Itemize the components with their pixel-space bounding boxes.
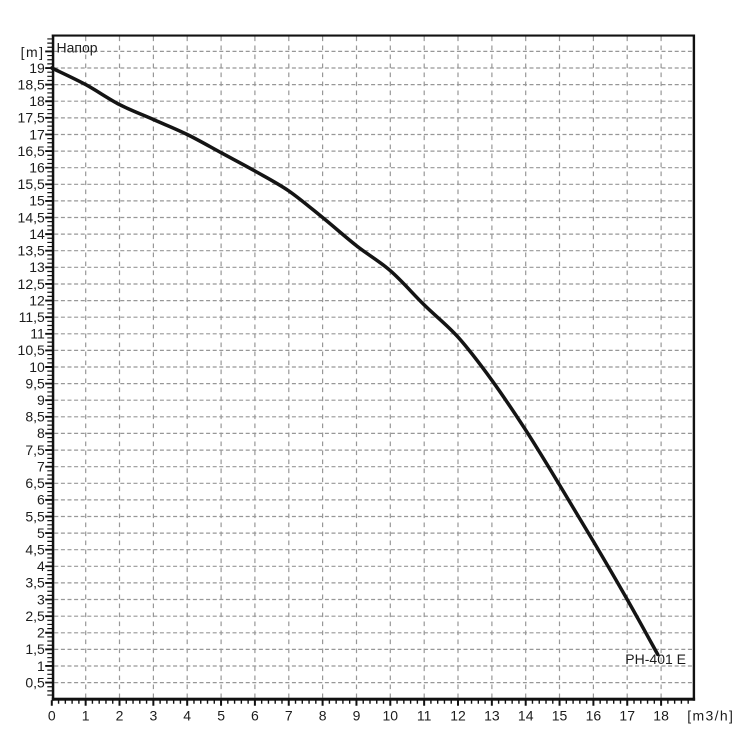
svg-text:4: 4 bbox=[37, 558, 45, 574]
svg-text:14: 14 bbox=[29, 226, 45, 242]
svg-text:16,5: 16,5 bbox=[18, 143, 45, 159]
svg-text:6: 6 bbox=[251, 708, 259, 724]
svg-text:11,5: 11,5 bbox=[19, 309, 45, 325]
svg-text:[m]: [m] bbox=[21, 44, 45, 60]
svg-text:11: 11 bbox=[417, 708, 432, 724]
svg-text:17: 17 bbox=[29, 126, 45, 142]
svg-text:2,5: 2,5 bbox=[25, 608, 45, 624]
svg-text:18: 18 bbox=[653, 708, 669, 724]
svg-text:10: 10 bbox=[29, 359, 45, 375]
svg-text:11: 11 bbox=[30, 326, 45, 342]
svg-text:0,5: 0,5 bbox=[25, 674, 45, 690]
svg-text:[m3/h]: [m3/h] bbox=[687, 708, 734, 724]
svg-text:14: 14 bbox=[518, 708, 534, 724]
svg-text:3: 3 bbox=[37, 591, 45, 607]
svg-text:19: 19 bbox=[29, 60, 45, 76]
svg-text:8: 8 bbox=[319, 708, 327, 724]
svg-text:2: 2 bbox=[37, 625, 45, 641]
svg-text:5: 5 bbox=[217, 708, 225, 724]
svg-text:14,5: 14,5 bbox=[18, 209, 45, 225]
svg-text:Напор: Напор bbox=[57, 40, 98, 56]
svg-text:3,5: 3,5 bbox=[25, 575, 45, 591]
svg-text:15: 15 bbox=[552, 708, 568, 724]
svg-text:13: 13 bbox=[484, 708, 500, 724]
svg-text:2: 2 bbox=[116, 708, 124, 724]
svg-text:18: 18 bbox=[29, 93, 45, 109]
svg-text:7: 7 bbox=[285, 708, 293, 724]
svg-text:15,5: 15,5 bbox=[18, 176, 45, 192]
svg-text:13,5: 13,5 bbox=[18, 243, 45, 259]
svg-text:9: 9 bbox=[37, 392, 45, 408]
svg-text:18,5: 18,5 bbox=[18, 76, 45, 92]
svg-text:4,5: 4,5 bbox=[25, 542, 45, 558]
svg-text:12: 12 bbox=[29, 292, 45, 308]
svg-text:1: 1 bbox=[82, 708, 90, 724]
svg-text:8: 8 bbox=[37, 425, 45, 441]
svg-text:15: 15 bbox=[29, 193, 45, 209]
svg-text:8,5: 8,5 bbox=[25, 409, 45, 425]
svg-text:10: 10 bbox=[383, 708, 399, 724]
svg-text:4: 4 bbox=[183, 708, 191, 724]
svg-text:10,5: 10,5 bbox=[18, 342, 45, 358]
svg-text:16: 16 bbox=[586, 708, 602, 724]
svg-text:PH-401 E: PH-401 E bbox=[625, 651, 686, 667]
svg-text:12: 12 bbox=[450, 708, 466, 724]
svg-text:0: 0 bbox=[48, 708, 56, 724]
svg-text:3: 3 bbox=[150, 708, 158, 724]
svg-text:1,5: 1,5 bbox=[25, 641, 45, 657]
svg-text:6: 6 bbox=[37, 492, 45, 508]
svg-text:9,5: 9,5 bbox=[25, 375, 45, 391]
svg-text:1: 1 bbox=[37, 658, 45, 674]
svg-text:7: 7 bbox=[37, 459, 45, 475]
svg-text:5,5: 5,5 bbox=[25, 508, 45, 524]
svg-text:13: 13 bbox=[29, 259, 45, 275]
svg-text:17,5: 17,5 bbox=[18, 110, 45, 126]
svg-text:5: 5 bbox=[37, 525, 45, 541]
svg-text:12,5: 12,5 bbox=[18, 276, 45, 292]
svg-text:7,5: 7,5 bbox=[25, 442, 45, 458]
svg-text:17: 17 bbox=[619, 708, 635, 724]
svg-text:6,5: 6,5 bbox=[25, 475, 45, 491]
svg-text:9: 9 bbox=[353, 708, 361, 724]
svg-text:16: 16 bbox=[29, 160, 45, 176]
